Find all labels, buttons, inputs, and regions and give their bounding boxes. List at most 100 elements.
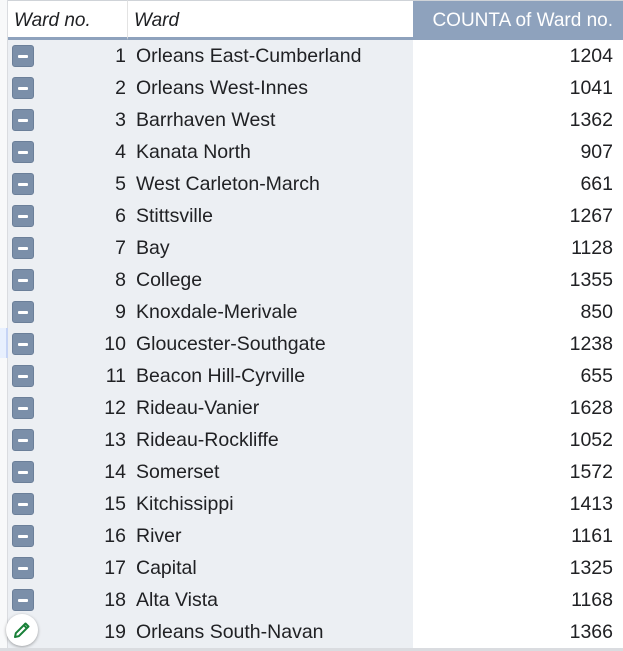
count-cell[interactable]: 1628	[413, 392, 623, 424]
minus-square-icon[interactable]	[12, 269, 34, 291]
ward-number: 10	[104, 333, 126, 355]
ward-number: 13	[104, 429, 126, 451]
ward-number-cell[interactable]: 7	[8, 232, 128, 264]
ward-name-cell[interactable]: Stittsville	[128, 200, 413, 232]
ward-name-cell[interactable]: Rideau-Vanier	[128, 392, 413, 424]
count-cell[interactable]: 1238	[413, 328, 623, 360]
count-cell[interactable]: 1267	[413, 200, 623, 232]
ward-name-cell[interactable]: Orleans East-Cumberland	[128, 40, 413, 72]
ward-number-cell[interactable]: 5	[8, 168, 128, 200]
ward-name-cell[interactable]: Beacon Hill-Cyrville	[128, 360, 413, 392]
count-cell[interactable]: 1572	[413, 456, 623, 488]
ward-number-cell[interactable]: 8	[8, 264, 128, 296]
ward-number: 17	[104, 557, 126, 579]
table-row: 5 West Carleton-March 661	[8, 168, 623, 200]
ward-name-cell[interactable]: Orleans South-Navan	[128, 616, 413, 648]
ward-name-cell[interactable]: Alta Vista	[128, 584, 413, 616]
count-cell[interactable]: 907	[413, 136, 623, 168]
minus-square-icon[interactable]	[12, 461, 34, 483]
minus-square-icon[interactable]	[12, 589, 34, 611]
table-row: 16 River 1161	[8, 520, 623, 552]
count-cell[interactable]: 1325	[413, 552, 623, 584]
ward-name-cell[interactable]: Rideau-Rockliffe	[128, 424, 413, 456]
minus-square-icon[interactable]	[12, 237, 34, 259]
count-cell[interactable]: 1041	[413, 72, 623, 104]
minus-square-icon[interactable]	[12, 141, 34, 163]
ward-name-cell[interactable]: Orleans West-Innes	[128, 72, 413, 104]
minus-square-icon[interactable]	[12, 333, 34, 355]
ward-number: 6	[115, 205, 126, 227]
ward-number-cell[interactable]: 6	[8, 200, 128, 232]
count-cell[interactable]: 655	[413, 360, 623, 392]
count-cell[interactable]: 1052	[413, 424, 623, 456]
minus-square-icon[interactable]	[12, 493, 34, 515]
ward-number-cell[interactable]: 16	[8, 520, 128, 552]
ward-number-cell[interactable]: 17	[8, 552, 128, 584]
minus-square-icon[interactable]	[12, 109, 34, 131]
ward-name-cell[interactable]: River	[128, 520, 413, 552]
selected-row-marker	[0, 328, 8, 358]
minus-square-icon[interactable]	[12, 205, 34, 227]
ward-number-cell[interactable]: 11	[8, 360, 128, 392]
ward-number: 7	[115, 237, 126, 259]
ward-number-cell[interactable]: 2	[8, 72, 128, 104]
ward-number-cell[interactable]: 18	[8, 584, 128, 616]
ward-number-cell[interactable]: 12	[8, 392, 128, 424]
ward-name-cell[interactable]: Barrhaven West	[128, 104, 413, 136]
table-row: 1 Orleans East-Cumberland 1204	[8, 40, 623, 72]
minus-square-icon[interactable]	[12, 365, 34, 387]
ward-name-cell[interactable]: Gloucester-Southgate	[128, 328, 413, 360]
table-row: 13 Rideau-Rockliffe 1052	[8, 424, 623, 456]
minus-square-icon[interactable]	[12, 77, 34, 99]
ward-number-cell[interactable]: 4	[8, 136, 128, 168]
minus-square-icon[interactable]	[12, 45, 34, 67]
minus-square-icon[interactable]	[12, 397, 34, 419]
ward-number: 19	[104, 621, 126, 643]
table-row: 10 Gloucester-Southgate 1238	[8, 328, 623, 360]
minus-square-icon[interactable]	[12, 429, 34, 451]
table-row: 6 Stittsville 1267	[8, 200, 623, 232]
ward-number: 3	[115, 109, 126, 131]
header-ward-no[interactable]: Ward no.	[8, 0, 128, 40]
minus-square-icon[interactable]	[12, 173, 34, 195]
count-cell[interactable]: 1413	[413, 488, 623, 520]
ward-number-cell[interactable]: 14	[8, 456, 128, 488]
table-row: 9 Knoxdale-Merivale 850	[8, 296, 623, 328]
ward-number: 14	[104, 461, 126, 483]
ward-number-cell[interactable]: 10	[8, 328, 128, 360]
table-row: 19 Orleans South-Navan 1366	[8, 616, 623, 648]
count-cell[interactable]: 1128	[413, 232, 623, 264]
ward-number-cell[interactable]: 3	[8, 104, 128, 136]
ward-number-cell[interactable]: 1	[8, 40, 128, 72]
ward-number-cell[interactable]: 9	[8, 296, 128, 328]
edit-pivot-button[interactable]	[6, 614, 38, 646]
header-counta[interactable]: COUNTA of Ward no.	[413, 0, 623, 40]
ward-name-cell[interactable]: Bay	[128, 232, 413, 264]
ward-name-cell[interactable]: West Carleton-March	[128, 168, 413, 200]
minus-square-icon[interactable]	[12, 557, 34, 579]
ward-name-cell[interactable]: Kitchissippi	[128, 488, 413, 520]
count-cell[interactable]: 1355	[413, 264, 623, 296]
pivot-header-row: Ward no. Ward COUNTA of Ward no.	[8, 0, 623, 40]
header-ward[interactable]: Ward	[128, 0, 413, 40]
table-row: 15 Kitchissippi 1413	[8, 488, 623, 520]
minus-square-icon[interactable]	[12, 301, 34, 323]
table-row: 14 Somerset 1572	[8, 456, 623, 488]
ward-name-cell[interactable]: College	[128, 264, 413, 296]
minus-square-icon[interactable]	[12, 525, 34, 547]
count-cell[interactable]: 1204	[413, 40, 623, 72]
count-cell[interactable]: 1362	[413, 104, 623, 136]
count-cell[interactable]: 1161	[413, 520, 623, 552]
ward-name-cell[interactable]: Kanata North	[128, 136, 413, 168]
count-cell[interactable]: 661	[413, 168, 623, 200]
ward-number-cell[interactable]: 15	[8, 488, 128, 520]
ward-name-cell[interactable]: Capital	[128, 552, 413, 584]
count-cell[interactable]: 1366	[413, 616, 623, 648]
count-cell[interactable]: 850	[413, 296, 623, 328]
ward-name-cell[interactable]: Knoxdale-Merivale	[128, 296, 413, 328]
ward-name-cell[interactable]: Somerset	[128, 456, 413, 488]
ward-number: 18	[104, 589, 126, 611]
ward-number-cell[interactable]: 13	[8, 424, 128, 456]
count-cell[interactable]: 1168	[413, 584, 623, 616]
